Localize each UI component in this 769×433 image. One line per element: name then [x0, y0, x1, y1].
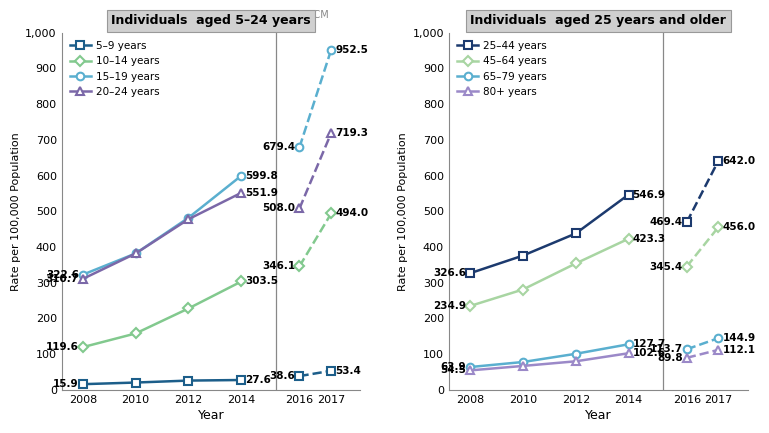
X-axis label: Year: Year	[585, 409, 611, 422]
Text: 102.6: 102.6	[633, 348, 666, 358]
65–79 years	[465, 365, 474, 370]
Text: 423.3: 423.3	[633, 234, 666, 244]
25–44 years	[518, 253, 528, 258]
Title: Individuals  aged 25 years and older: Individuals aged 25 years and older	[471, 14, 726, 27]
Text: 53.4: 53.4	[335, 366, 361, 376]
15–19 years	[131, 251, 140, 256]
Line: 5–9 years: 5–9 years	[79, 376, 245, 388]
Text: 346.1: 346.1	[262, 261, 295, 271]
Text: ICD-9-CM: ICD-9-CM	[228, 10, 275, 20]
65–79 years	[571, 351, 581, 356]
20–24 years	[78, 276, 88, 281]
Text: 303.5: 303.5	[245, 277, 278, 287]
80+ years	[571, 359, 581, 364]
Line: 15–19 years: 15–19 years	[79, 172, 245, 278]
Legend: 5–9 years, 10–14 years, 15–19 years, 20–24 years: 5–9 years, 10–14 years, 15–19 years, 20–…	[67, 38, 163, 100]
25–44 years	[571, 231, 581, 236]
45–64 years	[624, 236, 633, 241]
Text: 551.9: 551.9	[245, 188, 278, 198]
65–79 years	[624, 342, 633, 347]
Text: 456.0: 456.0	[722, 222, 756, 232]
Text: 89.8: 89.8	[657, 353, 683, 363]
Text: 719.3: 719.3	[335, 128, 368, 138]
Text: 599.8: 599.8	[245, 171, 278, 181]
Text: 15.9: 15.9	[53, 379, 78, 389]
Text: 326.6: 326.6	[433, 268, 466, 278]
Line: 20–24 years: 20–24 years	[79, 189, 245, 283]
5–9 years	[184, 378, 193, 383]
Text: 38.6: 38.6	[270, 371, 295, 381]
80+ years	[518, 363, 528, 368]
Text: 952.5: 952.5	[335, 45, 368, 55]
Text: 508.0: 508.0	[262, 204, 295, 213]
Line: 25–44 years: 25–44 years	[466, 191, 632, 277]
Line: 10–14 years: 10–14 years	[79, 278, 245, 351]
45–64 years	[571, 261, 581, 266]
Text: 119.6: 119.6	[46, 342, 78, 352]
20–24 years	[184, 216, 193, 222]
Line: 65–79 years: 65–79 years	[466, 340, 632, 371]
15–19 years	[78, 272, 88, 277]
5–9 years	[131, 380, 140, 385]
45–64 years	[518, 287, 528, 292]
20–24 years	[237, 190, 246, 195]
Text: ICD-9-CM: ICD-9-CM	[616, 10, 661, 20]
Text: 113.7: 113.7	[650, 344, 683, 354]
Text: 494.0: 494.0	[335, 208, 368, 219]
Text: 546.9: 546.9	[633, 190, 666, 200]
Title: Individuals  aged 5–24 years: Individuals aged 5–24 years	[112, 14, 311, 27]
10–14 years	[78, 345, 88, 350]
5–9 years	[78, 381, 88, 387]
20–24 years	[131, 251, 140, 256]
Text: 310.7: 310.7	[45, 274, 78, 284]
Text: 54.5: 54.5	[440, 365, 466, 375]
45–64 years	[465, 304, 474, 309]
Text: ICD-10-CM: ICD-10-CM	[277, 10, 329, 20]
5–9 years	[237, 378, 246, 383]
Line: 45–64 years: 45–64 years	[466, 235, 632, 310]
25–44 years	[465, 271, 474, 276]
10–14 years	[131, 331, 140, 336]
Text: 469.4: 469.4	[650, 217, 683, 227]
25–44 years	[624, 192, 633, 197]
Text: 144.9: 144.9	[722, 333, 756, 343]
Legend: 25–44 years, 45–64 years, 65–79 years, 80+ years: 25–44 years, 45–64 years, 65–79 years, 8…	[454, 38, 550, 100]
Text: 234.9: 234.9	[433, 301, 466, 311]
Text: 63.9: 63.9	[441, 362, 466, 372]
15–19 years	[184, 215, 193, 220]
Text: 642.0: 642.0	[722, 155, 756, 165]
10–14 years	[184, 306, 193, 311]
Text: 127.7: 127.7	[633, 339, 666, 349]
Text: 27.6: 27.6	[245, 375, 271, 385]
Y-axis label: Rate per 100,000 Population: Rate per 100,000 Population	[11, 132, 21, 291]
65–79 years	[518, 359, 528, 365]
Text: 679.4: 679.4	[262, 142, 295, 152]
15–19 years	[237, 173, 246, 178]
Text: 112.1: 112.1	[722, 345, 755, 355]
Text: 322.6: 322.6	[46, 270, 78, 280]
10–14 years	[237, 279, 246, 284]
X-axis label: Year: Year	[198, 409, 225, 422]
80+ years	[465, 368, 474, 373]
Text: ICD-10-CM: ICD-10-CM	[664, 10, 716, 20]
Line: 80+ years: 80+ years	[466, 349, 632, 374]
80+ years	[624, 351, 633, 356]
Y-axis label: Rate per 100,000 Population: Rate per 100,000 Population	[398, 132, 408, 291]
Text: 345.4: 345.4	[650, 262, 683, 271]
